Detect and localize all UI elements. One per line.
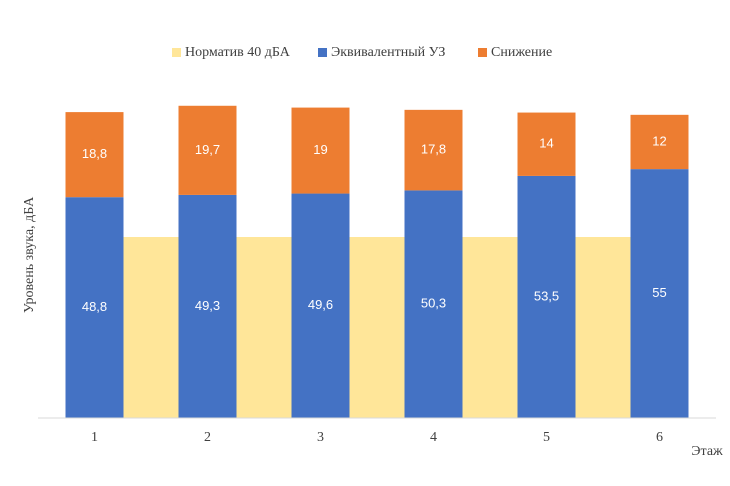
- bar: [291, 193, 350, 418]
- legend-swatch: [478, 48, 487, 57]
- data-label: 55: [652, 285, 666, 300]
- x-tick-label: 1: [91, 430, 98, 445]
- data-label: 50,3: [421, 296, 446, 311]
- bar: [517, 112, 576, 176]
- data-label: 49,6: [308, 297, 333, 312]
- data-label: 48,8: [82, 299, 107, 314]
- data-label: 53,5: [534, 288, 559, 303]
- x-tick-label: 3: [317, 430, 324, 445]
- y-axis-label: Уровень звука, дБА: [22, 196, 37, 313]
- legend-label: Снижение: [491, 45, 552, 60]
- data-label: 19,7: [195, 142, 220, 157]
- bar: [65, 197, 124, 418]
- data-label: 14: [539, 136, 553, 151]
- bar: [291, 107, 350, 194]
- data-label: 18,8: [82, 146, 107, 161]
- legend-swatch: [318, 48, 327, 57]
- legend-label: Норматив 40 дБА: [185, 45, 291, 60]
- x-tick-label: 6: [656, 430, 663, 445]
- data-label: 19: [313, 142, 327, 157]
- bar: [178, 194, 237, 418]
- bar: [630, 114, 689, 170]
- bar: [65, 112, 124, 198]
- legend-swatch: [172, 48, 181, 57]
- data-label: 49,3: [195, 298, 220, 313]
- bar: [404, 190, 463, 418]
- data-label: 17,8: [421, 142, 446, 157]
- bar: [178, 105, 237, 195]
- data-label: 12: [652, 133, 666, 148]
- legend-label: Эквивалентный УЗ: [331, 45, 445, 60]
- x-axis-label: Этаж: [691, 444, 723, 459]
- bar: [517, 175, 576, 418]
- bar: [404, 109, 463, 191]
- x-tick-label: 2: [204, 430, 211, 445]
- x-tick-label: 5: [543, 430, 550, 445]
- x-tick-label: 4: [430, 430, 437, 445]
- bar: [630, 169, 689, 418]
